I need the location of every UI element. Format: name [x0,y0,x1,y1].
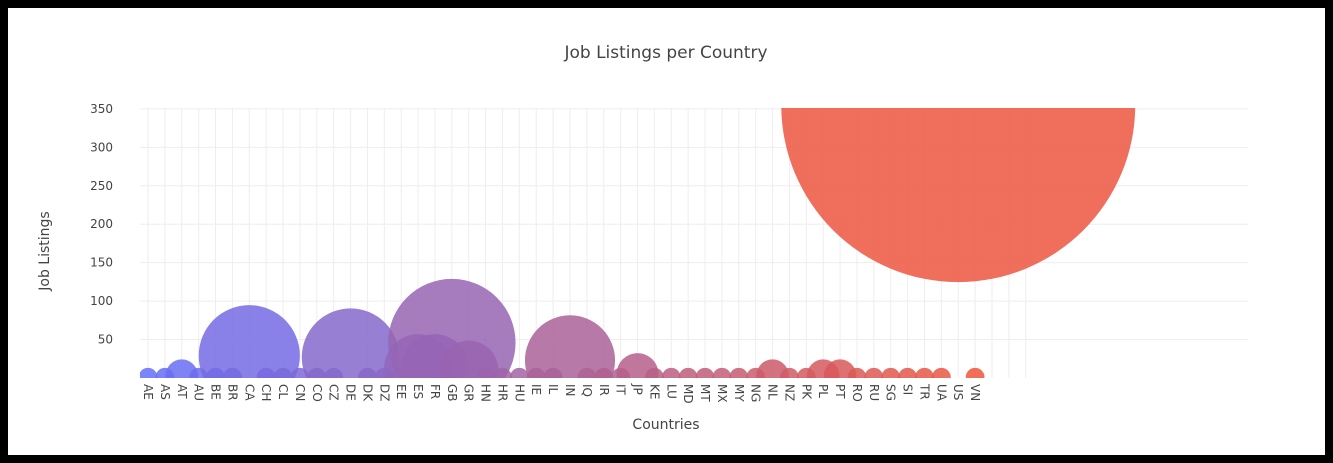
bubble-marker-md[interactable] [678,367,698,387]
x-tick-label: MX [715,384,729,403]
bubble-chart: Job Listings per Country 50 100 150 200 250 3… [37,8,1248,433]
x-tick-label: MT [698,384,712,402]
x-tick-label: AE [141,384,155,400]
x-axis-title: Countries [632,417,699,433]
x-tick-label: IT [614,384,628,396]
bubble-marker-mx[interactable] [712,367,732,387]
x-tick-label: JP [631,383,645,395]
x-tick-label: IE [529,384,543,395]
x-tick-label: HN [479,384,493,402]
bubble-marker-ae[interactable] [139,367,158,387]
x-tick-label: US [951,384,965,400]
bubble-marker-cl[interactable] [273,367,293,387]
y-tick-label: 200 [90,217,113,231]
y-axis-title: Job Listings [37,211,53,291]
y-tick-label: 300 [90,140,113,154]
x-tick-label: AS [158,384,172,400]
x-tick-label: GB [445,384,459,402]
x-tick-label: NL [766,384,780,400]
bubble-marker-dk[interactable] [358,367,377,387]
bubble-markers [139,8,1136,406]
x-tick-label: DZ [377,384,391,401]
bubble-marker-sg[interactable] [881,367,901,387]
y-tick-label: 250 [90,179,113,193]
x-tick-label: CL [276,384,290,399]
x-tick-label: GR [462,384,476,402]
x-tick-label: CA [242,384,256,401]
x-tick-label: KE [647,384,661,399]
bubble-marker-us[interactable] [781,8,1136,283]
bubble-marker-iq[interactable] [577,367,597,387]
chart-title: Job Listings per Country [563,43,767,63]
bubble-marker-ua[interactable] [931,367,951,387]
y-tick-label: 150 [90,256,113,270]
x-tick-label: PT [833,384,847,399]
x-tick-label: BE [209,384,223,400]
x-tick-label: FR [428,384,442,399]
bubble-marker-mt[interactable] [695,367,715,387]
x-tick-label: ES [411,384,425,399]
x-tick-label: CO [310,384,324,402]
bubble-marker-lu[interactable] [661,367,681,387]
bubble-marker-hu[interactable] [509,367,529,387]
x-tick-label: NG [749,384,763,402]
x-tick-label: HR [495,384,509,401]
bubble-marker-ru[interactable] [864,367,884,387]
bubble-marker-hn[interactable] [476,367,495,387]
bubble-marker-ch[interactable] [256,367,276,387]
bubble-marker-tr[interactable] [915,367,934,387]
bubble-marker-at[interactable] [165,359,199,392]
y-axis-ticks: 50 100 150 200 250 300 350 [90,102,113,347]
x-tick-label: MY [732,384,746,402]
x-tick-label: AU [192,384,206,401]
bubble-marker-ca[interactable] [198,305,300,406]
x-tick-label: IQ [580,384,594,397]
x-tick-label: IL [546,384,560,395]
bubble-marker-si[interactable] [898,367,917,387]
bubble-marker-hr[interactable] [493,367,512,387]
x-tick-label: RO [850,384,864,402]
x-tick-label: SI [901,384,915,395]
x-tick-label: RU [867,384,881,401]
y-tick-label: 350 [90,102,113,116]
x-tick-label: CZ [327,384,341,401]
x-tick-label: IR [597,384,611,396]
x-tick-label: UA [934,384,948,402]
x-tick-label: HU [512,384,526,402]
y-tick-label: 50 [98,333,113,347]
bubble-marker-vn[interactable] [965,367,985,387]
bubble-marker-nl[interactable] [756,359,789,392]
x-tick-label: EE [394,384,408,399]
x-tick-label: PL [816,384,830,398]
bubble-marker-in[interactable] [524,315,616,405]
x-tick-label: DE [344,384,358,401]
x-tick-label: MD [681,384,695,404]
bubble-marker-ir[interactable] [594,367,614,387]
x-tick-label: SG [884,384,898,401]
bubble-marker-my[interactable] [729,367,749,387]
x-tick-label: NZ [782,384,796,401]
x-tick-label: VN [968,384,982,401]
bubble-marker-ro[interactable] [847,367,867,387]
x-tick-label: BR [225,384,239,401]
x-tick-label: AT [175,384,189,399]
x-tick-label: CN [293,384,307,401]
x-tick-label: TR [917,383,931,400]
x-tick-label: PK [799,384,813,400]
x-tick-label: LU [664,384,678,399]
x-tick-label: DK [360,384,374,402]
bubble-marker-de[interactable] [301,308,400,406]
chart-frame: Job Listings per Country 50 100 150 200 250 3… [8,8,1325,455]
y-tick-label: 100 [90,294,113,308]
bubble-marker-nz[interactable] [780,367,799,387]
x-tick-label: CH [259,384,273,401]
x-axis-ticks: AE AS AT AU BE BR CA CH CL CN CO CZ DE DK DZ EE ES FR GB GR… [141,383,982,404]
bubble-marker-pt[interactable] [823,359,857,392]
x-tick-label: IN [563,384,577,397]
bubble-marker-ke[interactable] [645,367,664,387]
